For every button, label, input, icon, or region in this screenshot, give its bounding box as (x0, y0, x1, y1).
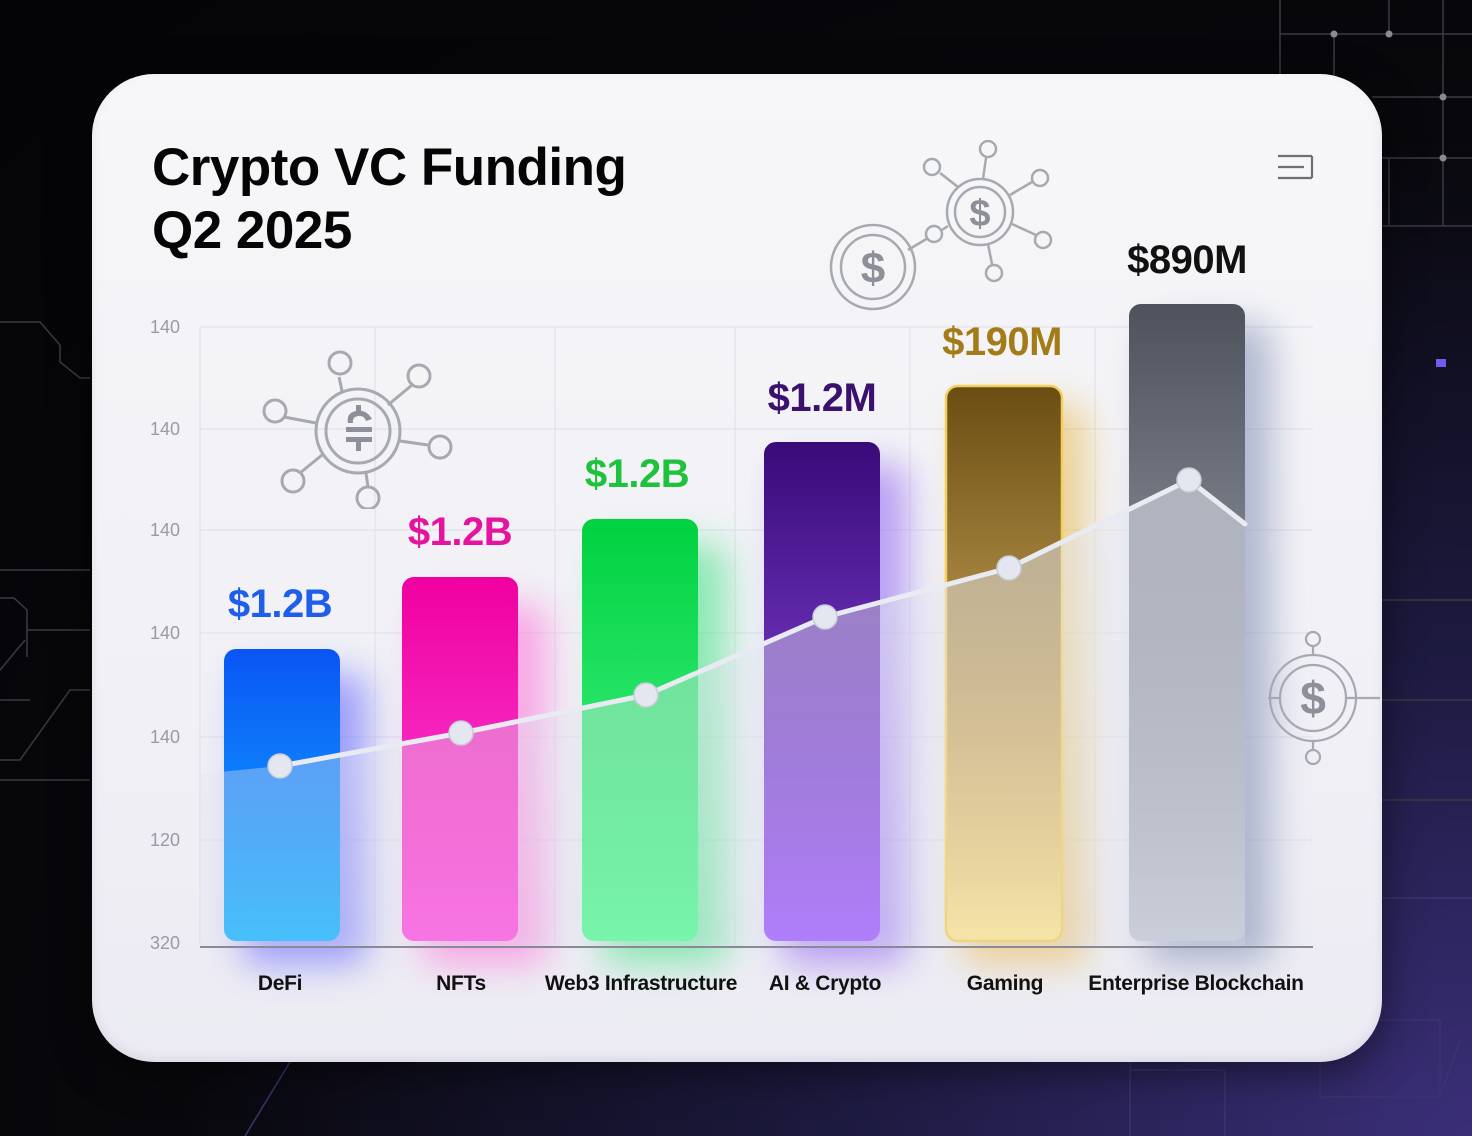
y-tick: 140 (150, 727, 181, 747)
y-tick: 120 (150, 830, 181, 850)
menu-icon[interactable] (1276, 152, 1316, 182)
svg-text:$: $ (969, 193, 990, 235)
y-tick: 140 (150, 419, 181, 439)
x-label-web3: Web3 Infrastructure (544, 972, 738, 995)
x-label-gaming: Gaming (966, 972, 1044, 995)
svg-text:$: $ (1300, 672, 1326, 724)
y-tick: 140 (150, 520, 181, 540)
x-label-enterprise: Enterprise Blockchain (1088, 972, 1304, 995)
x-label-defi: DeFi (257, 972, 303, 995)
chart-title-line2: Q2 2025 (152, 201, 352, 260)
dollar-network-icon: $ $ (829, 140, 1053, 311)
chart-title: Crypto VC Funding Q2 2025 (152, 136, 627, 262)
x-label-nfts: NFTs (436, 972, 486, 995)
chart-plot-area (199, 304, 1313, 964)
value-label-enterprise: $890M (1127, 238, 1247, 282)
value-label-defi: $1.2B (227, 582, 333, 626)
y-tick: 140 (150, 317, 181, 337)
value-label-gaming: $190M (942, 320, 1062, 364)
value-label-ai-crypto: $1.2M (767, 376, 877, 420)
y-tick: 320 (150, 933, 181, 953)
trend-points (267, 467, 1202, 779)
dollar-target-icon: $ (1268, 630, 1380, 766)
x-label-ai-crypto: AI & Crypto (768, 972, 882, 995)
chart-card: Crypto VC Funding Q2 2025 (92, 74, 1382, 1062)
stablecoin-network-icon (262, 350, 453, 509)
value-label-web3: $1.2B (584, 452, 690, 496)
chart-title-line1: Crypto VC Funding (152, 138, 627, 197)
svg-text:$: $ (861, 244, 885, 293)
y-tick: 140 (150, 623, 181, 643)
value-label-nfts: $1.2B (407, 510, 513, 554)
trend-area (200, 480, 1245, 946)
